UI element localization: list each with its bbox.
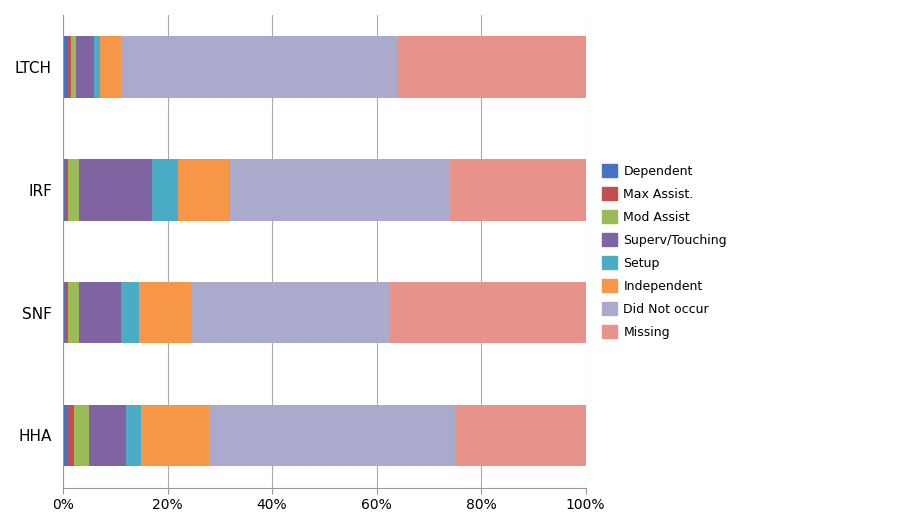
Bar [78,282,121,344]
Bar [69,36,71,98]
Bar [152,159,178,221]
Bar [69,159,78,221]
Bar [63,36,69,98]
Bar [390,282,585,344]
Bar [178,159,230,221]
Bar [69,405,74,466]
Bar [100,36,121,98]
Bar [191,282,390,344]
Bar [121,282,139,344]
Bar [398,36,585,98]
Bar [455,405,585,466]
Bar [63,159,66,221]
Bar [63,282,66,344]
Bar [63,405,69,466]
Bar [66,282,69,344]
Legend: Dependent, Max Assist., Mod Assist, Superv/Touching, Setup, Independent, Did Not: Dependent, Max Assist., Mod Assist, Supe… [597,159,732,344]
Bar [76,36,95,98]
Bar [95,36,100,98]
Bar [230,159,450,221]
Bar [450,159,585,221]
Bar [125,405,142,466]
Bar [142,405,209,466]
Bar [71,36,76,98]
Bar [66,159,69,221]
Bar [89,405,125,466]
Bar [69,282,78,344]
Bar [78,159,152,221]
Bar [121,36,398,98]
Bar [74,405,89,466]
Bar [209,405,455,466]
Bar [139,282,191,344]
